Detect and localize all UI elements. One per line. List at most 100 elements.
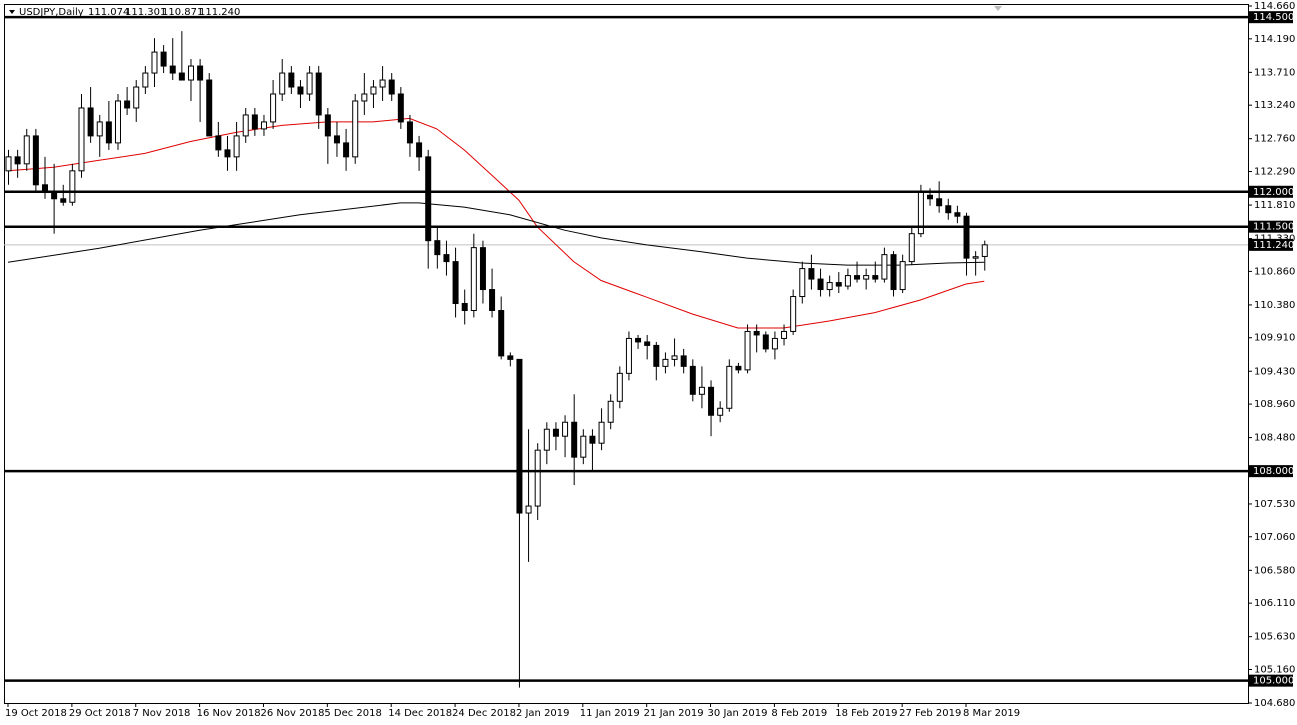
candle-body xyxy=(689,365,696,395)
level-label: 111.500 xyxy=(1253,222,1294,233)
candle-body xyxy=(470,247,477,312)
menu-arrow[interactable] xyxy=(9,10,15,14)
candle-body xyxy=(835,282,842,287)
y-tick-label: 111.810 xyxy=(1254,200,1295,211)
candle-body xyxy=(206,79,213,137)
candle-body xyxy=(963,215,970,259)
candle-body xyxy=(881,254,888,280)
candle-body xyxy=(826,282,833,291)
candle-body xyxy=(151,51,158,74)
y-tick-label: 108.960 xyxy=(1254,399,1295,410)
candle-body xyxy=(771,337,778,350)
candle-body xyxy=(653,344,660,367)
level-label: 114.500 xyxy=(1253,12,1294,23)
candle-body xyxy=(580,435,587,458)
candle-body xyxy=(662,358,669,367)
candle-body xyxy=(534,449,541,507)
candle-body xyxy=(562,421,569,437)
candle-body xyxy=(32,135,39,186)
candle-body xyxy=(434,240,441,256)
candle-body xyxy=(607,400,614,423)
candle-body xyxy=(507,355,514,360)
candle-body xyxy=(233,135,240,158)
candle-body xyxy=(114,100,121,144)
candle-body xyxy=(781,330,788,339)
candle-body xyxy=(297,86,304,95)
y-tick-label: 104.680 xyxy=(1254,698,1295,709)
y-tick-label: 109.430 xyxy=(1254,366,1295,377)
header-quote: 110.871 xyxy=(162,7,203,18)
candle-body xyxy=(808,268,815,280)
candle-body xyxy=(498,310,505,357)
candle-body xyxy=(616,372,623,402)
candle-body xyxy=(160,51,167,67)
y-tick-label: 110.860 xyxy=(1254,266,1295,277)
x-tick-label: 29 Oct 2018 xyxy=(69,708,131,719)
candle-body xyxy=(105,121,112,144)
header-quote: 111.240 xyxy=(199,7,240,18)
x-tick-label: 2 Jan 2019 xyxy=(516,708,570,719)
candle-body xyxy=(625,337,632,374)
x-tick-label: 8 Feb 2019 xyxy=(771,708,827,719)
candle-body xyxy=(260,121,267,130)
x-tick-label: 24 Dec 2018 xyxy=(452,708,516,719)
y-tick-label: 113.240 xyxy=(1254,100,1295,111)
candle-body xyxy=(589,435,596,444)
candle-body xyxy=(69,170,76,203)
candle-body xyxy=(461,303,468,312)
last-price-label: 111.240 xyxy=(1253,240,1294,251)
candle-body xyxy=(671,355,678,360)
candle-body xyxy=(379,79,386,88)
header-quote: 111.301 xyxy=(125,7,166,18)
candle-body xyxy=(972,256,979,259)
candle-body xyxy=(5,156,12,172)
y-tick-label: 114.660 xyxy=(1254,1,1295,12)
level-label-box xyxy=(1249,674,1293,687)
candle-body xyxy=(324,114,331,137)
last-price-box xyxy=(1249,238,1293,251)
candle-body xyxy=(242,114,249,137)
candle-body xyxy=(333,135,340,144)
x-tick-label: 19 Oct 2018 xyxy=(5,708,67,719)
y-tick-label: 113.710 xyxy=(1254,67,1295,78)
y-tick-label: 106.110 xyxy=(1254,598,1295,609)
level-label: 105.000 xyxy=(1253,676,1294,687)
candle-body xyxy=(872,275,879,280)
candle-body xyxy=(224,149,231,158)
level-label-box xyxy=(1249,11,1293,24)
candle-body xyxy=(799,268,806,298)
level-label: 108.000 xyxy=(1253,466,1294,477)
candle-body xyxy=(753,330,760,336)
candle-body xyxy=(981,244,988,257)
candle-body xyxy=(416,142,423,158)
y-tick-label: 106.580 xyxy=(1254,565,1295,576)
y-tick-label: 105.630 xyxy=(1254,632,1295,643)
y-tick-label: 114.190 xyxy=(1254,34,1295,45)
y-tick-label: 109.910 xyxy=(1254,333,1295,344)
candle-body xyxy=(927,194,934,200)
y-tick-label: 112.760 xyxy=(1254,134,1295,145)
symbol-title: USDJPY,Daily xyxy=(19,7,84,18)
candle-body xyxy=(352,100,359,158)
candle-body xyxy=(945,205,952,214)
candle-body xyxy=(726,365,733,409)
candle-body xyxy=(863,275,870,280)
candle-body xyxy=(397,93,404,123)
candle-body xyxy=(452,261,459,305)
y-tick-label: 107.530 xyxy=(1254,499,1295,510)
x-tick-label: 27 Feb 2019 xyxy=(899,708,961,719)
candle-body xyxy=(516,358,523,514)
level-label-box xyxy=(1249,465,1293,478)
candle-body xyxy=(936,198,943,207)
candle-body xyxy=(443,254,450,263)
candle-body xyxy=(87,107,94,137)
candle-body xyxy=(954,212,961,217)
y-tick-label: 110.380 xyxy=(1254,300,1295,311)
candle-body xyxy=(525,505,532,514)
candle-body xyxy=(96,121,103,137)
candle-body xyxy=(817,278,824,291)
candle-body xyxy=(479,247,486,291)
x-tick-label: 5 Dec 2018 xyxy=(324,708,382,719)
candle-body xyxy=(598,421,605,444)
